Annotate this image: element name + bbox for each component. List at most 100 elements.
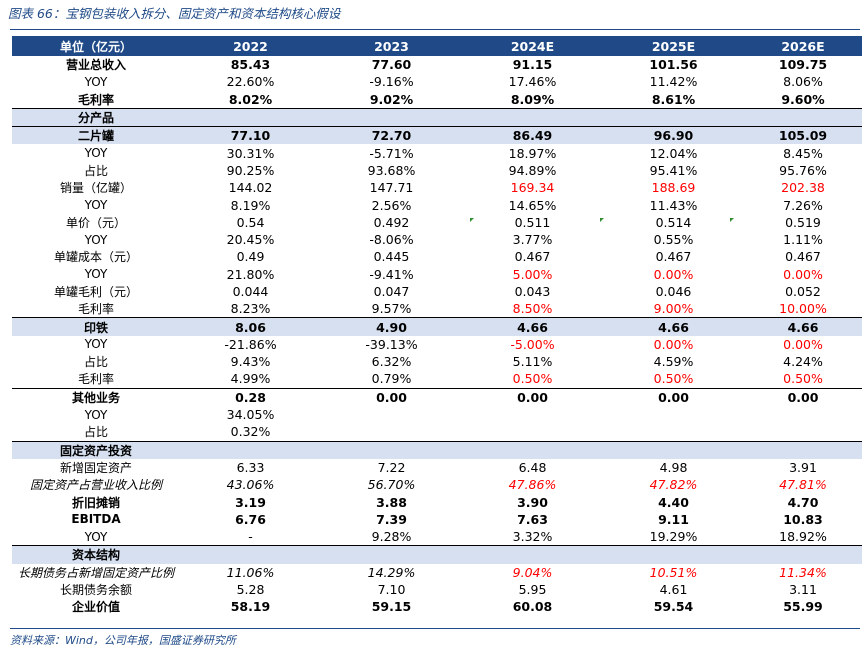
table-cell: 0.00% — [783, 266, 823, 282]
table-row: 销量（亿罐） 144.02 147.71 169.34 188.69 202.38 — [12, 179, 862, 196]
table-cell: 58.19 — [230, 599, 271, 615]
table-cell: 91.15 — [512, 57, 553, 73]
header-year-2023: 2023 — [374, 38, 409, 54]
table-cell: 93.68% — [367, 162, 416, 178]
table-row: 营业总收入 85.43 77.60 91.15 101.56 109.75 — [12, 56, 862, 73]
row-label: 二片罐 — [77, 129, 114, 144]
table-cell: 14.65% — [508, 197, 557, 213]
table-cell: 8.61% — [651, 91, 696, 107]
table-cell: 9.02% — [369, 91, 414, 107]
table-cell: 7.10 — [377, 582, 406, 598]
table-cell: 47.82% — [649, 477, 698, 493]
table-row: 新增固定资产 6.33 7.22 6.48 4.98 3.91 — [12, 459, 862, 476]
table-cell: 47.81% — [779, 477, 827, 493]
table-cell: 4.66 — [787, 319, 819, 335]
table-cell: 43.06% — [226, 477, 275, 493]
table-cell: 8.06 — [235, 319, 266, 335]
table-cell: 0.519 — [785, 214, 821, 230]
table-cell: 59.54 — [653, 599, 694, 615]
table-cell: 8.50% — [512, 301, 553, 317]
table-cell: 9.28% — [371, 529, 412, 545]
cell-comment-marker — [600, 218, 604, 222]
table-cell: 96.90 — [653, 128, 694, 144]
table-cell: 7.63 — [517, 511, 548, 527]
table-cell: 8.19% — [230, 197, 271, 213]
figure-caption: 图表 66：宝钢包装收入拆分、固定资产和资本结构核心假设 — [8, 6, 341, 21]
table-cell: 6.48 — [518, 459, 547, 475]
table-cell: 6.33 — [236, 459, 265, 475]
table-cell: 9.43% — [230, 354, 271, 370]
table-cell: 22.60% — [226, 74, 275, 90]
table-cell: 55.99 — [783, 599, 823, 615]
table-cell: 4.66 — [517, 319, 548, 335]
table-cell: 0.047 — [373, 284, 410, 299]
table-cell: 3.88 — [376, 494, 407, 510]
header-year-2025e: 2025E — [651, 38, 696, 54]
table-row: YOY 34.05% — [12, 406, 862, 423]
table-cell: 0.79% — [371, 371, 412, 387]
table-cell: 94.89% — [508, 162, 557, 178]
table-cell: 3.77% — [512, 232, 553, 248]
row-label: YOY — [84, 337, 108, 352]
row-label: 折旧摊销 — [71, 495, 120, 510]
table-cell: 0.50% — [783, 371, 823, 387]
row-label: 其他业务 — [71, 390, 120, 405]
row-label: 印铁 — [83, 320, 108, 335]
table-cell: 77.60 — [371, 57, 412, 73]
table-cell: 59.15 — [371, 599, 412, 615]
table-cell: 3.90 — [517, 494, 548, 510]
table-row: YOY 22.60% -9.16% 17.46% 11.42% 8.06% — [12, 73, 862, 90]
table-cell: 56.70% — [367, 477, 416, 493]
table-cell: 144.02 — [228, 180, 273, 196]
table-header-row: 单位（亿元） 2022 2023 2024E 2025E 2026E — [12, 36, 862, 56]
table-cell: 12.04% — [649, 145, 698, 161]
table-cell: -21.86% — [224, 336, 277, 352]
table-body: 营业总收入 85.43 77.60 91.15 101.56 109.75 YOY 22.60… — [12, 56, 862, 616]
header-year-2022: 2022 — [233, 38, 268, 54]
table-row: 资本结构 — [12, 545, 862, 564]
table-cell: 0.467 — [785, 249, 821, 265]
table-cell: 8.02% — [228, 91, 273, 107]
table-cell: -5.71% — [369, 145, 414, 161]
table-cell: 101.56 — [649, 57, 698, 73]
table-cell: 4.40 — [658, 494, 689, 510]
row-label: 长期债务余额 — [59, 583, 132, 598]
table-cell: -9.41% — [369, 266, 414, 282]
table-cell: 1.11% — [783, 232, 823, 248]
table-cell: 0.492 — [373, 214, 410, 230]
table-cell: 5.95 — [518, 582, 547, 598]
table-row: 单罐毛利（元） 0.044 0.047 0.043 0.046 0.052 — [12, 283, 862, 300]
table-cell: 10.00% — [779, 301, 827, 317]
row-label: 企业价值 — [71, 600, 120, 615]
table-cell: 9.04% — [512, 564, 553, 580]
table-cell: 3.32% — [512, 529, 553, 545]
table-row: 分产品 — [12, 107, 862, 127]
table-row: YOY 20.45% -8.06% 3.77% 0.55% 1.11% — [12, 231, 862, 248]
table-row: 其他业务 0.28 0.00 0.00 0.00 0.00 — [12, 387, 862, 406]
table-cell: 0.28 — [235, 389, 266, 405]
table-cell: 7.39 — [376, 511, 407, 527]
table-cell: 8.06% — [783, 74, 823, 90]
cell-comment-marker — [730, 218, 734, 222]
table-row: YOY 8.19% 2.56% 14.65% 11.43% 7.26% — [12, 196, 862, 213]
row-label: YOY — [84, 267, 108, 282]
row-label: YOY — [84, 232, 108, 247]
table-row: 毛利率 4.99% 0.79% 0.50% 0.50% 0.50% — [12, 370, 862, 387]
table-row: 占比 9.43% 6.32% 5.11% 4.59% 4.24% — [12, 353, 862, 370]
table-cell: 0.54 — [236, 214, 265, 230]
table-row: 固定资产占营业收入比例 43.06% 56.70% 47.86% 47.82% 47.81… — [12, 476, 862, 493]
table-cell: 10.83 — [783, 511, 823, 527]
table-cell: 4.99% — [230, 371, 271, 387]
table-row: 毛利率 8.02% 9.02% 8.09% 8.61% 9.60% — [12, 91, 862, 108]
table-cell: 11.42% — [649, 74, 698, 90]
table-cell: 0.046 — [655, 284, 692, 299]
table-cell: 147.71 — [369, 180, 414, 196]
row-label: 固定资产占营业收入比例 — [29, 478, 162, 493]
table-cell: 86.49 — [512, 128, 553, 144]
table-cell: 4.24% — [783, 354, 823, 370]
row-label: 销量（亿罐） — [59, 181, 132, 196]
table-cell: 0.043 — [514, 284, 551, 299]
table-cell: 0.467 — [514, 249, 551, 265]
table-cell: 6.32% — [371, 354, 412, 370]
table-cell: 0.50% — [512, 371, 553, 387]
